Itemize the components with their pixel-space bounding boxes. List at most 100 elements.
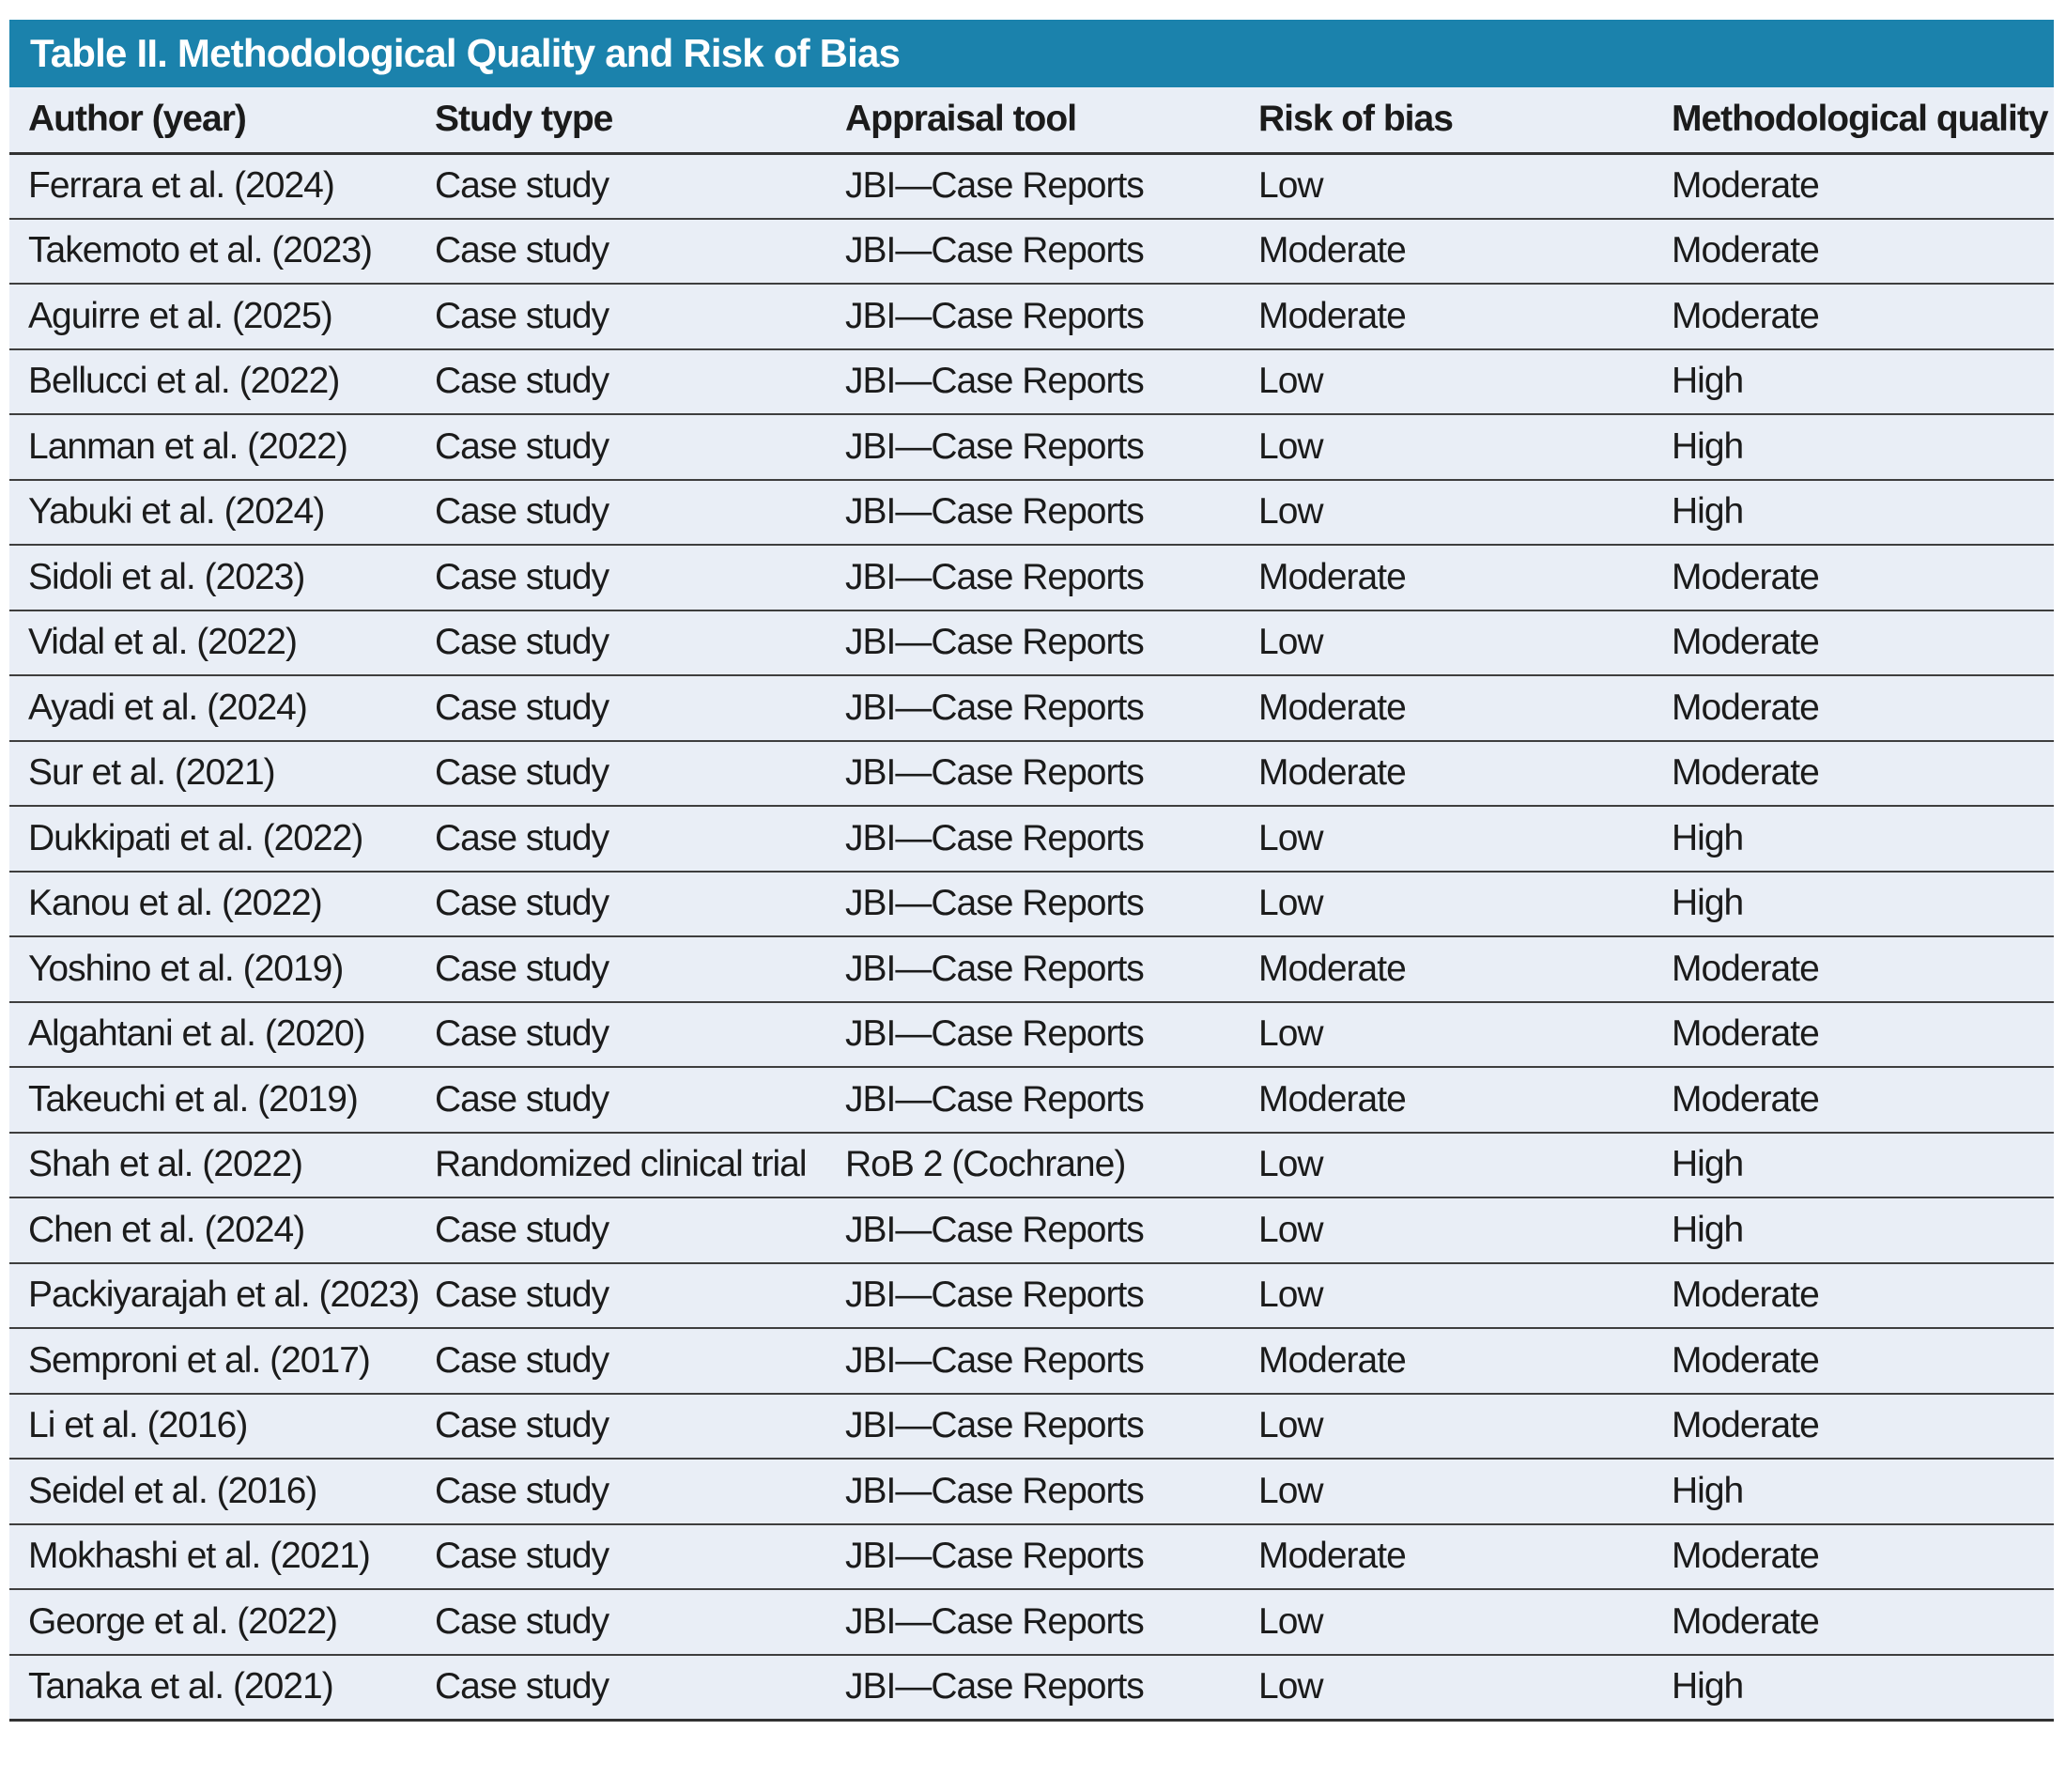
cell-methodological-quality: Moderate bbox=[1672, 284, 2054, 350]
cell-methodological-quality: Moderate bbox=[1672, 1589, 2054, 1656]
cell-risk-of-bias: Moderate bbox=[1258, 1328, 1672, 1395]
table-row: Li et al. (2016) Case study JBI—Case Rep… bbox=[9, 1393, 2054, 1460]
table-title-bar: Table II. Methodological Quality and Ris… bbox=[9, 20, 2054, 87]
cell-risk-of-bias: Low bbox=[1258, 1589, 1672, 1656]
table-row: Semproni et al. (2017) Case study JBI—Ca… bbox=[9, 1328, 2054, 1395]
cell-risk-of-bias: Low bbox=[1258, 1262, 1672, 1329]
cell-study-type: Case study bbox=[435, 1001, 845, 1068]
table-row: Takeuchi et al. (2019) Case study JBI—Ca… bbox=[9, 1067, 2054, 1134]
cell-risk-of-bias: Moderate bbox=[1258, 1067, 1672, 1134]
cell-author-year: Shah et al. (2022) bbox=[9, 1132, 435, 1198]
cell-risk-of-bias: Low bbox=[1258, 871, 1672, 937]
cell-author-year: Seidel et al. (2016) bbox=[9, 1459, 435, 1525]
cell-risk-of-bias: Moderate bbox=[1258, 1523, 1672, 1590]
table-row: Sur et al. (2021) Case study JBI—Case Re… bbox=[9, 740, 2054, 807]
table-row: George et al. (2022) Case study JBI—Case… bbox=[9, 1589, 2054, 1656]
cell-risk-of-bias: Low bbox=[1258, 153, 1672, 220]
cell-study-type: Case study bbox=[435, 936, 845, 1003]
cell-methodological-quality: High bbox=[1672, 479, 2054, 546]
cell-risk-of-bias: Moderate bbox=[1258, 936, 1672, 1003]
table-title: Table II. Methodological Quality and Ris… bbox=[30, 31, 901, 75]
cell-methodological-quality: Moderate bbox=[1672, 1067, 2054, 1134]
cell-study-type: Randomized clinical trial bbox=[435, 1132, 845, 1198]
col-header-methodological-quality: Methodological quality bbox=[1672, 87, 2054, 155]
cell-author-year: Takemoto et al. (2023) bbox=[9, 218, 435, 285]
cell-study-type: Case study bbox=[435, 218, 845, 285]
cell-appraisal-tool: JBI—Case Reports bbox=[845, 284, 1258, 350]
table-row: Chen et al. (2024) Case study JBI—Case R… bbox=[9, 1197, 2054, 1264]
cell-risk-of-bias: Low bbox=[1258, 1654, 1672, 1722]
cell-study-type: Case study bbox=[435, 284, 845, 350]
table-row: Kanou et al. (2022) Case study JBI—Case … bbox=[9, 871, 2054, 937]
cell-author-year: Packiyarajah et al. (2023) bbox=[9, 1262, 435, 1329]
cell-author-year: Algahtani et al. (2020) bbox=[9, 1001, 435, 1068]
cell-appraisal-tool: JBI—Case Reports bbox=[845, 806, 1258, 873]
col-header-risk-of-bias: Risk of bias bbox=[1258, 87, 1672, 155]
cell-methodological-quality: Moderate bbox=[1672, 218, 2054, 285]
cell-risk-of-bias: Low bbox=[1258, 414, 1672, 481]
cell-methodological-quality: High bbox=[1672, 348, 2054, 415]
col-header-appraisal-tool: Appraisal tool bbox=[845, 87, 1258, 155]
cell-appraisal-tool: JBI—Case Reports bbox=[845, 1001, 1258, 1068]
cell-appraisal-tool: JBI—Case Reports bbox=[845, 1654, 1258, 1722]
cell-author-year: Yabuki et al. (2024) bbox=[9, 479, 435, 546]
cell-methodological-quality: High bbox=[1672, 871, 2054, 937]
cell-author-year: Tanaka et al. (2021) bbox=[9, 1654, 435, 1722]
table-row: Yabuki et al. (2024) Case study JBI—Case… bbox=[9, 479, 2054, 546]
cell-risk-of-bias: Low bbox=[1258, 610, 1672, 676]
cell-methodological-quality: Moderate bbox=[1672, 936, 2054, 1003]
table-row: Ferrara et al. (2024) Case study JBI—Cas… bbox=[9, 153, 2054, 220]
cell-study-type: Case study bbox=[435, 479, 845, 546]
cell-author-year: George et al. (2022) bbox=[9, 1589, 435, 1656]
table-row: Sidoli et al. (2023) Case study JBI—Case… bbox=[9, 545, 2054, 611]
cell-appraisal-tool: JBI—Case Reports bbox=[845, 871, 1258, 937]
table-row: Shah et al. (2022) Randomized clinical t… bbox=[9, 1132, 2054, 1198]
cell-risk-of-bias: Low bbox=[1258, 479, 1672, 546]
cell-risk-of-bias: Low bbox=[1258, 348, 1672, 415]
cell-study-type: Case study bbox=[435, 871, 845, 937]
table-row: Yoshino et al. (2019) Case study JBI—Cas… bbox=[9, 936, 2054, 1003]
cell-methodological-quality: High bbox=[1672, 1654, 2054, 1722]
cell-author-year: Aguirre et al. (2025) bbox=[9, 284, 435, 350]
cell-study-type: Case study bbox=[435, 1328, 845, 1395]
cell-risk-of-bias: Moderate bbox=[1258, 284, 1672, 350]
cell-methodological-quality: High bbox=[1672, 806, 2054, 873]
col-header-author-year: Author (year) bbox=[9, 87, 435, 155]
table-row: Seidel et al. (2016) Case study JBI—Case… bbox=[9, 1459, 2054, 1525]
cell-appraisal-tool: JBI—Case Reports bbox=[845, 1393, 1258, 1460]
cell-study-type: Case study bbox=[435, 153, 845, 220]
cell-author-year: Chen et al. (2024) bbox=[9, 1197, 435, 1264]
cell-appraisal-tool: JBI—Case Reports bbox=[845, 348, 1258, 415]
table-row: Ayadi et al. (2024) Case study JBI—Case … bbox=[9, 675, 2054, 742]
cell-appraisal-tool: JBI—Case Reports bbox=[845, 218, 1258, 285]
cell-study-type: Case study bbox=[435, 1589, 845, 1656]
cell-study-type: Case study bbox=[435, 675, 845, 742]
cell-appraisal-tool: JBI—Case Reports bbox=[845, 1067, 1258, 1134]
cell-methodological-quality: Moderate bbox=[1672, 675, 2054, 742]
cell-risk-of-bias: Moderate bbox=[1258, 740, 1672, 807]
quality-table: Table II. Methodological Quality and Ris… bbox=[9, 20, 2054, 1722]
cell-risk-of-bias: Low bbox=[1258, 1132, 1672, 1198]
cell-appraisal-tool: JBI—Case Reports bbox=[845, 1328, 1258, 1395]
cell-appraisal-tool: JBI—Case Reports bbox=[845, 1459, 1258, 1525]
cell-methodological-quality: Moderate bbox=[1672, 740, 2054, 807]
cell-study-type: Case study bbox=[435, 1262, 845, 1329]
header-row: Author (year) Study type Appraisal tool … bbox=[9, 87, 2054, 155]
col-header-study-type: Study type bbox=[435, 87, 845, 155]
table-row: Lanman et al. (2022) Case study JBI—Case… bbox=[9, 414, 2054, 481]
cell-author-year: Takeuchi et al. (2019) bbox=[9, 1067, 435, 1134]
table-row: Mokhashi et al. (2021) Case study JBI—Ca… bbox=[9, 1523, 2054, 1590]
cell-author-year: Dukkipati et al. (2022) bbox=[9, 806, 435, 873]
cell-study-type: Case study bbox=[435, 414, 845, 481]
cell-risk-of-bias: Moderate bbox=[1258, 545, 1672, 611]
cell-study-type: Case study bbox=[435, 348, 845, 415]
cell-methodological-quality: High bbox=[1672, 1459, 2054, 1525]
cell-study-type: Case study bbox=[435, 740, 845, 807]
cell-author-year: Kanou et al. (2022) bbox=[9, 871, 435, 937]
cell-appraisal-tool: JBI—Case Reports bbox=[845, 545, 1258, 611]
cell-appraisal-tool: RoB 2 (Cochrane) bbox=[845, 1132, 1258, 1198]
cell-appraisal-tool: JBI—Case Reports bbox=[845, 1262, 1258, 1329]
table-body: Ferrara et al. (2024) Case study JBI—Cas… bbox=[9, 153, 2054, 1722]
table-row: Tanaka et al. (2021) Case study JBI—Case… bbox=[9, 1654, 2054, 1722]
cell-risk-of-bias: Low bbox=[1258, 806, 1672, 873]
